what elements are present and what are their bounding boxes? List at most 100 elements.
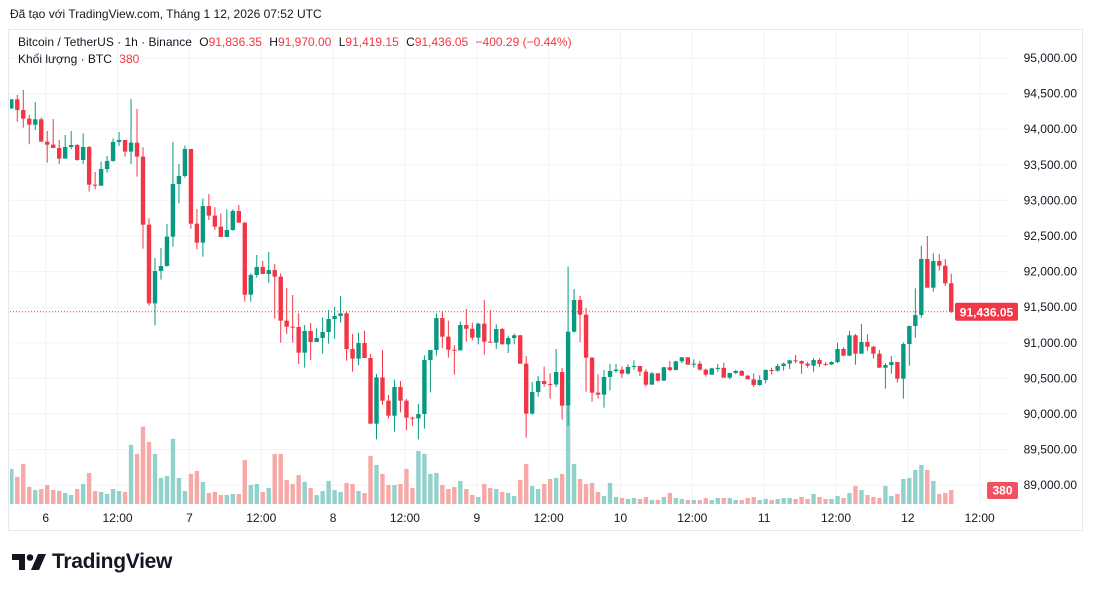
candle[interactable] [410,416,415,426]
candle[interactable] [98,161,104,187]
candle[interactable] [314,328,319,343]
symbol-title[interactable]: Bitcoin / TetherUS · 1h · Binance [18,35,192,49]
candle[interactable] [302,324,307,368]
candle[interactable] [745,374,750,380]
candle[interactable] [356,332,361,366]
candle[interactable] [889,356,894,374]
candle[interactable] [39,117,44,142]
candle[interactable] [523,355,529,438]
candle[interactable] [194,209,200,250]
candle[interactable] [332,306,337,339]
candle[interactable] [751,373,756,388]
candle[interactable] [871,346,876,359]
candle[interactable] [541,366,547,387]
candle[interactable] [404,398,409,431]
candle[interactable] [877,349,882,368]
candle[interactable] [218,213,224,237]
candle[interactable] [781,362,786,371]
candle[interactable] [583,307,589,392]
candle[interactable] [697,361,703,371]
candle[interactable] [631,360,637,370]
candle[interactable] [284,288,289,335]
candle[interactable] [182,145,188,178]
candle[interactable] [362,330,367,359]
candle[interactable] [817,358,822,368]
candle[interactable] [15,94,20,122]
candle[interactable] [296,313,301,365]
candle[interactable] [937,254,942,271]
candle[interactable] [739,369,744,376]
candle[interactable] [248,273,253,302]
candle[interactable] [428,349,433,393]
candle[interactable] [272,263,277,319]
candle[interactable] [769,367,774,375]
candle[interactable] [350,333,355,372]
candle[interactable] [326,309,331,344]
candle[interactable] [45,130,50,163]
candle[interactable] [655,372,661,382]
candle[interactable] [709,367,714,375]
candle[interactable] [763,369,768,384]
candle[interactable] [140,147,146,249]
candle[interactable] [368,353,373,424]
candle[interactable] [506,335,511,353]
candle[interactable] [577,296,583,343]
candle[interactable] [116,131,122,147]
candle[interactable] [422,355,427,429]
candle[interactable] [236,205,242,223]
candle[interactable] [703,368,708,377]
candle[interactable] [793,355,798,364]
candle[interactable] [895,362,900,383]
candle[interactable] [721,362,726,378]
candle[interactable] [601,369,607,408]
candle[interactable] [571,288,577,333]
candle[interactable] [134,108,140,177]
candle[interactable] [122,139,128,157]
candle[interactable] [9,99,14,109]
candle[interactable] [374,373,379,440]
candle[interactable] [482,300,487,355]
candle[interactable] [649,371,655,385]
candle[interactable] [949,273,954,313]
candle[interactable] [517,334,523,364]
candle[interactable] [476,322,481,345]
candle[interactable] [146,218,152,306]
candle[interactable] [458,321,463,351]
candle[interactable] [200,198,206,257]
candle[interactable] [86,146,92,192]
candle[interactable] [338,296,343,323]
candle[interactable] [434,313,439,356]
candle[interactable] [919,245,924,318]
candle[interactable] [80,133,86,164]
candle[interactable] [62,134,68,159]
candle[interactable] [170,141,176,247]
candle[interactable] [33,102,38,130]
candle[interactable] [685,357,691,365]
candle[interactable] [398,381,403,413]
candle[interactable] [278,273,283,343]
candle[interactable] [386,394,391,419]
candle[interactable] [440,310,445,348]
candle[interactable] [21,89,26,128]
candle[interactable] [907,325,912,366]
tradingview-logo[interactable]: TradingView [12,550,172,574]
candle[interactable] [775,364,780,372]
candle[interactable] [158,247,164,280]
candle[interactable] [464,308,469,342]
candle[interactable] [500,327,505,345]
volume-legend[interactable]: Khối lượng · BTC 380 [18,52,139,66]
candle[interactable] [104,155,110,173]
candle[interactable] [787,360,792,370]
candle[interactable] [27,114,32,145]
candle[interactable] [416,404,421,440]
candle[interactable] [470,322,475,341]
candle[interactable] [637,366,643,376]
candle[interactable] [667,361,673,372]
candle[interactable] [559,368,565,420]
candle[interactable] [805,362,810,368]
candle[interactable] [673,360,679,371]
candle[interactable] [553,348,559,388]
candle[interactable] [51,118,56,148]
candle[interactable] [625,364,631,375]
